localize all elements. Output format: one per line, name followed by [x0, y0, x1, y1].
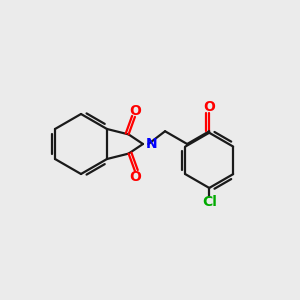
Text: O: O [203, 100, 215, 114]
Text: O: O [129, 170, 141, 184]
Text: O: O [129, 104, 141, 118]
Text: Cl: Cl [202, 195, 217, 209]
Text: N: N [146, 137, 157, 151]
